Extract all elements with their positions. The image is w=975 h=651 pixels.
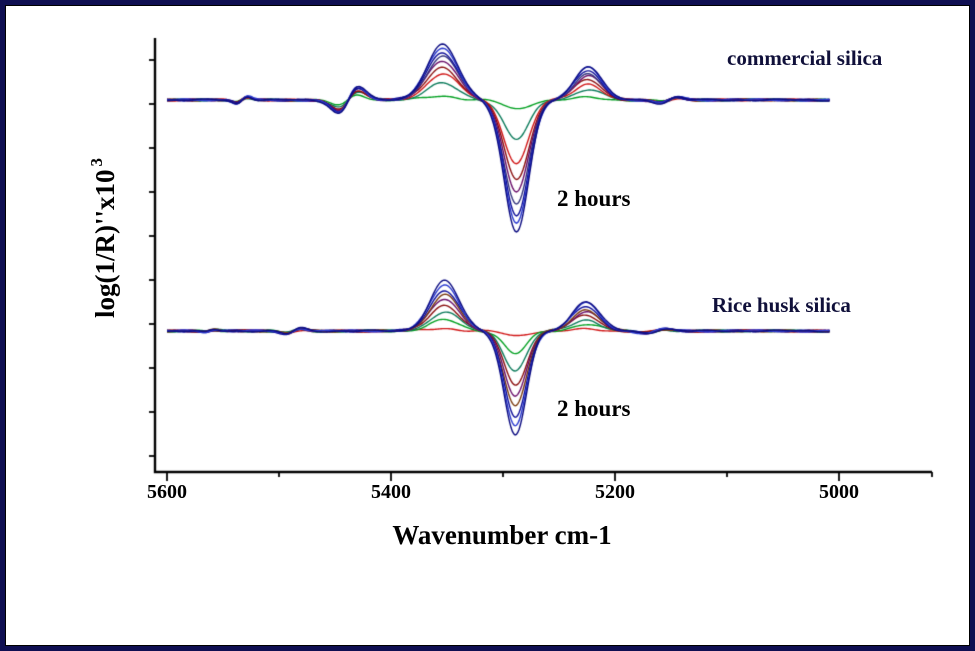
annotation-2-hours-bottom: 2 hours bbox=[557, 396, 631, 421]
annotation-2-hours-top: 2 hours bbox=[557, 186, 631, 211]
x-tick-label-5000: 5000 bbox=[819, 481, 859, 503]
y-axis-label-superscript: 3 bbox=[87, 158, 106, 167]
panel-label-rice-husk-silica: Rice husk silica bbox=[712, 293, 851, 317]
panel-label-commercial-silica: commercial silica bbox=[727, 46, 883, 70]
x-axis-label: Wavenumber cm-1 bbox=[392, 520, 612, 550]
x-tick-label-5600: 5600 bbox=[147, 481, 187, 503]
y-axis-label: log(1/R)''x10 3 bbox=[87, 158, 121, 319]
x-tick-label-5400: 5400 bbox=[371, 481, 411, 503]
x-tick-label-5200: 5200 bbox=[595, 481, 635, 503]
spectra-canvas bbox=[5, 5, 970, 646]
y-axis-label-text: log(1/R)''x10 bbox=[90, 169, 120, 319]
